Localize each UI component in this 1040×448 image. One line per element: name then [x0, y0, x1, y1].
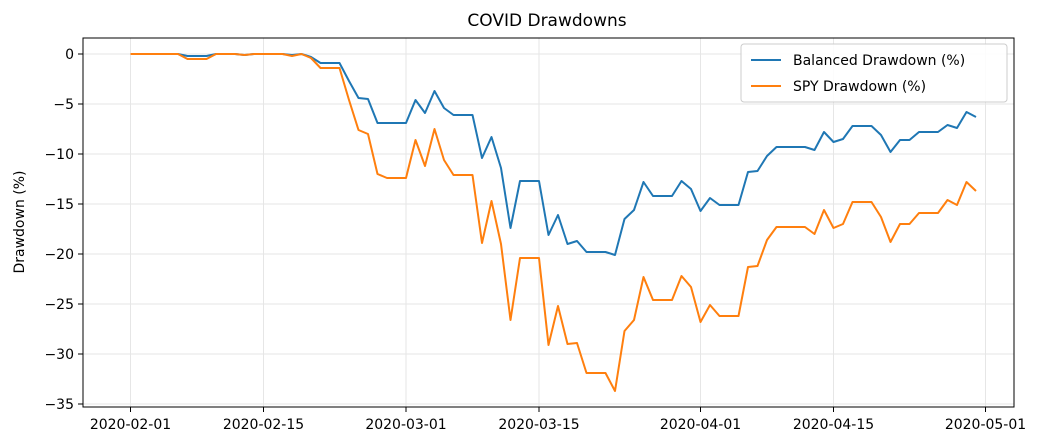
legend-label: SPY Drawdown (%) [793, 79, 926, 95]
y-tick-label: 0 [65, 47, 74, 63]
plot-frame [82, 37, 1015, 408]
y-axis: 0 −5 −10 −15 −20 −25 −30 −35 [44, 47, 83, 413]
x-axis: 2020-02-01 2020-02-15 2020-03-01 2020-03-15… [90, 407, 1026, 433]
x-tick-label: 2020-04-01 [660, 417, 741, 433]
x-tick-label: 2020-03-01 [365, 417, 446, 433]
chart-title: COVID Drawdowns [467, 11, 626, 31]
y-tick-label: −15 [44, 197, 74, 213]
y-tick-label: −5 [53, 97, 74, 113]
y-tick-label: −25 [44, 297, 74, 313]
x-tick-label: 2020-05-01 [945, 417, 1026, 433]
y-axis-label: Drawdown (%) [12, 170, 28, 273]
y-tick-label: −35 [44, 397, 74, 413]
series-line-1 [130, 53, 977, 392]
x-tick-label: 2020-02-01 [90, 417, 171, 433]
legend-label: Balanced Drawdown (%) [793, 53, 965, 69]
x-tick-label: 2020-04-15 [793, 417, 874, 433]
series-layer [130, 53, 977, 392]
x-tick-label: 2020-03-15 [498, 417, 579, 433]
y-tick-label: −10 [44, 147, 74, 163]
y-tick-label: −20 [44, 247, 74, 263]
x-tick-label: 2020-02-15 [223, 417, 304, 433]
y-tick-label: −30 [44, 347, 74, 363]
legend: Balanced Drawdown (%) SPY Drawdown (%) [740, 43, 1008, 103]
legend-box [740, 43, 1008, 103]
